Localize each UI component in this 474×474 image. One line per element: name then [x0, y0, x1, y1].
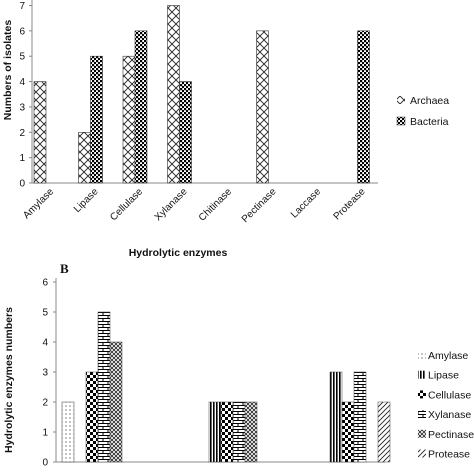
y-tick-label: 4	[19, 77, 25, 88]
y-tick-label: 5	[19, 52, 25, 63]
bar-xylanase-group-2	[232, 401, 246, 463]
legend-swatch-cellulase	[418, 390, 426, 399]
legend-swatch-xylanase	[418, 410, 426, 419]
legend-label-amylase: Amylase	[428, 350, 468, 362]
x-tick-label: Pectinase	[240, 186, 279, 225]
legend-swatch-bacteria	[396, 116, 406, 126]
bar-protease-group-3	[377, 401, 391, 463]
y-tick-label: 0	[42, 458, 48, 469]
legend-swatch-protease	[418, 449, 426, 458]
legend-swatch-amylase	[418, 351, 426, 359]
bar-xylanase-group-3	[353, 371, 367, 463]
bar-xylanase-group-1	[97, 311, 111, 463]
legend-label-lipase: Lipase	[428, 370, 459, 382]
legend-label-cellulase: Cellulase	[428, 389, 471, 401]
y-tick-label: 2	[42, 398, 48, 409]
legend-swatch-pectinase	[418, 429, 426, 438]
legend-swatch-archaea	[397, 96, 405, 104]
legend-label-bacteria: Bacteria	[410, 116, 449, 128]
bar-pectinase-group-1	[109, 341, 123, 463]
bar-archaea-cellulase	[122, 55, 136, 184]
panel-label: B	[60, 261, 69, 276]
x-tick-label: Cellulase	[108, 186, 145, 223]
y-axis-title: Numbers of isolates	[2, 20, 14, 121]
panel-b: B 0 1 2 3 4 5 6 Hydrolytic enzymes numbers Amylas…	[3, 261, 474, 469]
bar-archaea-amylase	[33, 81, 47, 184]
y-axis-title: Hydrolytic enzymes numbers	[3, 307, 15, 453]
bar-bacteria-lipase	[90, 55, 103, 184]
x-tick-label: Lipase	[72, 186, 101, 215]
y-tick-label: 0	[19, 179, 25, 190]
bar-archaea-lipase	[78, 131, 91, 184]
y-tick-label: 3	[19, 102, 25, 113]
y-tick-label: 2	[19, 128, 25, 139]
bar-archaea-xylanase	[167, 5, 180, 184]
bar-archaea-pectinase	[256, 30, 269, 184]
bar-lipase-group-2	[208, 401, 222, 463]
y-tick-label: 5	[42, 308, 48, 319]
bar-bacteria-cellulase	[134, 30, 148, 184]
x-tick-label: Laccase	[289, 186, 323, 220]
y-tick-label: 1	[19, 153, 25, 164]
legend-swatch-lipase	[418, 370, 426, 379]
y-tick-label: 3	[42, 368, 48, 379]
panel-a: 0 1 2 3 4 5 6 7 Amylase Lipase Cellulase Xylanase Ch…	[2, 0, 449, 259]
legend-label-archaea: Archaea	[410, 95, 449, 107]
bar-amylase-group-1	[61, 401, 75, 463]
x-tick-label: Xylanase	[153, 186, 190, 223]
legend-label-protease: Protease	[428, 449, 470, 461]
y-tick-label: 4	[42, 338, 48, 349]
x-axis-title: Hydrolytic enzymes	[129, 247, 228, 259]
y-tick-label: 7	[19, 1, 25, 12]
x-tick-label: Chitinase	[197, 186, 235, 224]
bar-bacteria-protease	[357, 30, 370, 184]
bar-cellulase-group-3	[341, 401, 355, 463]
legend-label-pectinase: Pectinase	[428, 429, 474, 441]
x-tick-label: Amylase	[21, 186, 56, 221]
bar-cellulase-group-1	[85, 371, 99, 463]
x-tick-label: Protease	[332, 186, 368, 222]
bar-lipase-group-3	[329, 371, 343, 463]
bar-pectinase-group-2	[244, 401, 258, 463]
bar-bacteria-xylanase	[179, 81, 192, 184]
legend-label-xylanase: Xylanase	[428, 409, 471, 421]
y-tick-label: 1	[42, 428, 48, 439]
bar-cellulase-group-2	[220, 401, 234, 463]
y-tick-label: 6	[42, 278, 48, 289]
y-tick-label: 6	[19, 26, 25, 37]
